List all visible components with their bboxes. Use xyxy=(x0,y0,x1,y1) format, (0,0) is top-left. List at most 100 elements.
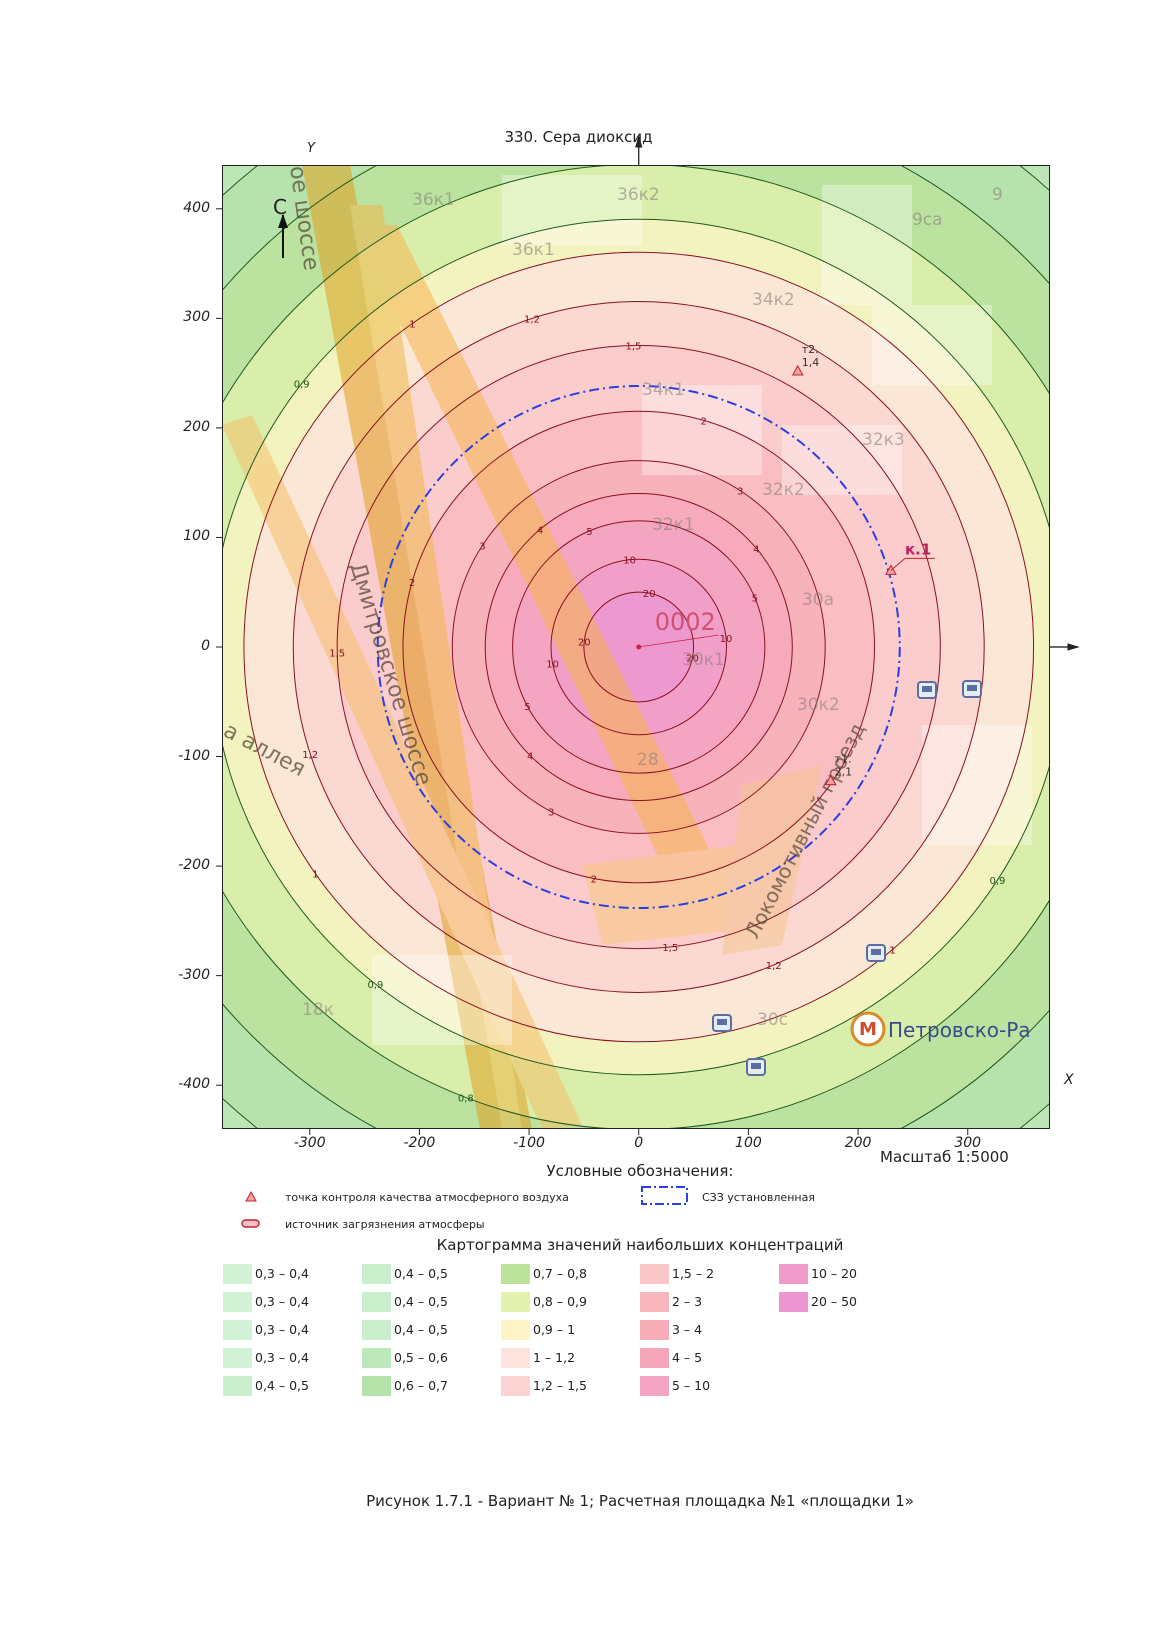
building-label: 18к xyxy=(302,1000,334,1020)
cartogram-swatch xyxy=(640,1292,669,1312)
isoline-label: 1,2 xyxy=(766,961,782,972)
x-axis-arrow xyxy=(1067,643,1080,651)
building-label: 30к1 xyxy=(682,650,725,670)
isoline-label: 4 xyxy=(527,752,533,763)
north-label: С xyxy=(273,195,287,219)
building-label: 36к1 xyxy=(512,240,555,260)
cartogram-swatch xyxy=(501,1264,530,1284)
cartogram-swatch xyxy=(223,1264,252,1284)
isoline-label: 0,9 xyxy=(294,380,310,391)
road-layer xyxy=(222,165,822,1129)
legend-sanitary-zone-icon xyxy=(641,1186,688,1205)
bus-stop-icon xyxy=(917,681,937,699)
metro-station: M Петровско-Ра xyxy=(850,1011,1031,1047)
isoline-label: 1,5 xyxy=(329,648,345,659)
y-tick-label: 0 xyxy=(201,638,210,654)
bus-stop-icons xyxy=(712,680,982,1076)
x-tick-label: -200 xyxy=(403,1135,436,1151)
isoline-label: 1,5 xyxy=(662,943,678,954)
y-tick-label: -200 xyxy=(178,857,210,874)
isoline-label: 10 xyxy=(720,634,733,645)
cartogram-swatch xyxy=(362,1348,391,1368)
cartogram-range-label: 0,9 – 1 xyxy=(533,1322,576,1337)
y-axis-label: Y xyxy=(307,141,315,156)
cartogram-range-label: 0,3 – 0,4 xyxy=(255,1294,309,1309)
sanitary-zone-boundary xyxy=(376,384,901,910)
road-diagonal-2 xyxy=(222,415,582,1129)
cartogram-swatch xyxy=(501,1348,530,1368)
cartogram-range-label: 0,4 – 0,5 xyxy=(394,1294,448,1309)
control-point-value: 1,4 xyxy=(802,356,820,369)
figure-caption: Рисунок 1.7.1 - Вариант № 1; Расчетная п… xyxy=(366,1492,914,1510)
cartogram-swatch xyxy=(640,1376,669,1396)
cartogram-swatch xyxy=(223,1292,252,1312)
cartogram-range-label: 0,6 – 0,7 xyxy=(394,1378,448,1393)
building-label: 30а xyxy=(802,590,834,610)
isoline-label: 10 xyxy=(623,556,636,567)
building-label: 34к1 xyxy=(642,380,685,400)
cartogram-swatch xyxy=(779,1292,808,1312)
isoline-0,9 xyxy=(222,218,1050,1076)
isoline-label: 20 xyxy=(578,637,591,648)
isoline-label: 0,9 xyxy=(989,876,1005,887)
scale-label: Масштаб 1:5000 xyxy=(880,1148,1009,1166)
cartogram-range-label: 10 – 20 xyxy=(811,1266,858,1281)
y-tick-label: 200 xyxy=(183,418,210,435)
building-label: 32к2 xyxy=(762,480,805,500)
isoline-label: 1,5 xyxy=(626,341,642,352)
block-layer xyxy=(372,175,1032,1045)
control-point-value: 2,1 xyxy=(835,766,853,779)
isoline-2 xyxy=(402,410,876,884)
isoline-label: 1 xyxy=(889,945,895,956)
isoline-5 xyxy=(512,520,766,774)
y-tick-label: -400 xyxy=(178,1076,210,1093)
isoline-label: 20 xyxy=(643,589,656,600)
building-label: 30с xyxy=(757,1010,788,1030)
cartogram-swatch xyxy=(640,1348,669,1368)
cartogram-range-label: 0,3 – 0,4 xyxy=(255,1322,309,1337)
isoline-layer xyxy=(222,165,1050,1129)
isoline-label: 5 xyxy=(752,594,758,605)
metro-icon xyxy=(850,1011,886,1047)
bus-stop-icon xyxy=(746,1058,766,1076)
cartogram-swatch xyxy=(362,1320,391,1340)
x-tick-label: -300 xyxy=(293,1135,326,1151)
cartogram-swatch xyxy=(362,1292,391,1312)
isoline-label: 0,8 xyxy=(458,1093,474,1104)
cartogram-title: Картограмма значений наибольших концентр… xyxy=(436,1236,844,1254)
isoline-label: 5 xyxy=(524,702,530,713)
isoline-label: 1 xyxy=(312,869,318,880)
building-label: 36к2 xyxy=(617,185,660,205)
legend-control-point-label: точка контроля качества атмосферного воз… xyxy=(285,1191,569,1204)
source-label: 0002 xyxy=(655,608,716,636)
isoline-label: 20 xyxy=(686,653,699,664)
control-point-marker xyxy=(824,774,837,786)
cartogram-swatch xyxy=(501,1376,530,1396)
cartogram-range-label: 2 – 3 xyxy=(672,1294,703,1309)
y-tick-label: 300 xyxy=(183,309,210,326)
control-point-marker xyxy=(791,364,804,376)
cartogram-range-label: 0,5 – 0,6 xyxy=(394,1350,448,1365)
map-canvas[interactable]: 0,80,90,90,91111,21,21,21,51,51,52223334… xyxy=(222,165,1050,1129)
cartogram-range-label: 5 – 10 xyxy=(672,1378,711,1393)
isoline-label: 2 xyxy=(409,578,415,589)
isoline-label: 3 xyxy=(737,487,743,498)
isoline-label: 3 xyxy=(548,808,554,819)
control-points: к.1 т1.2,1 т2.1,4 xyxy=(791,343,935,786)
x-tick-label: 200 xyxy=(844,1135,872,1151)
x-tick-label: 0 xyxy=(634,1135,644,1151)
cartogram-swatch xyxy=(223,1376,252,1396)
building-label: 9 xyxy=(992,185,1003,205)
isoline-labels: 0,80,90,90,91111,21,21,21,51,51,52223334… xyxy=(294,314,1006,1104)
cartogram-swatch xyxy=(640,1264,669,1284)
isoline-1,5 xyxy=(336,344,941,950)
isoline-1 xyxy=(243,251,1035,1043)
isoline-label: 10 xyxy=(546,660,559,671)
isoline-10 xyxy=(550,558,727,736)
isoline-label: 1 xyxy=(409,320,415,331)
building-label: 28 xyxy=(637,750,659,770)
cartogram-range-label: 3 – 4 xyxy=(672,1322,703,1337)
legend-emission-source-label: источник загрязнения атмосферы xyxy=(285,1218,485,1231)
isoline-label: 1,2 xyxy=(302,750,318,761)
emission-source: 0002 xyxy=(636,608,719,650)
